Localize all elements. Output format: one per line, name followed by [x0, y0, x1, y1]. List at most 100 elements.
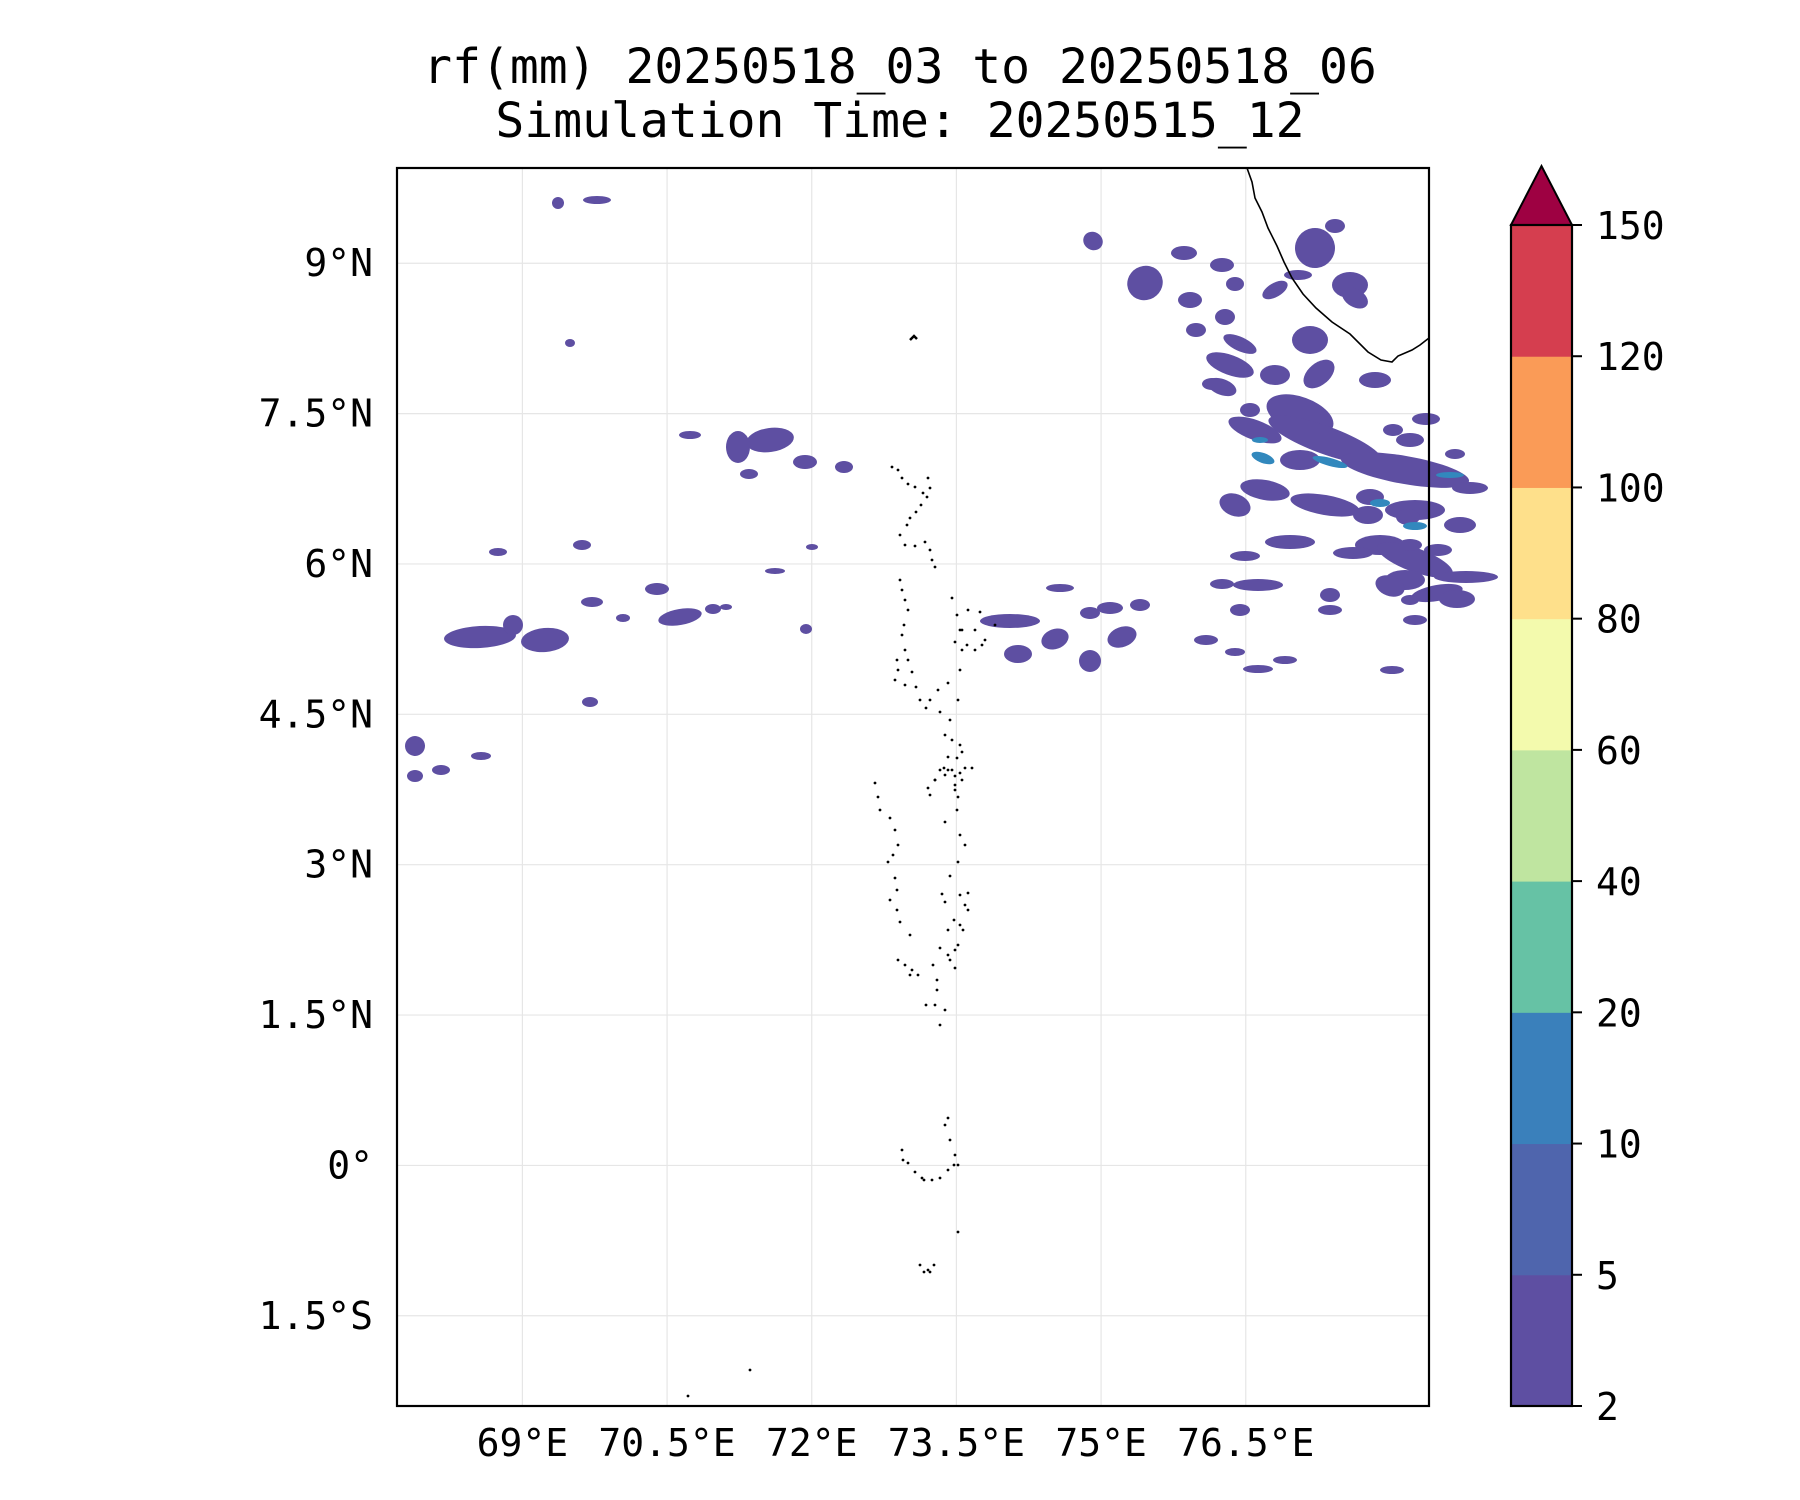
rain-patch — [1320, 588, 1340, 602]
rain-patch — [1130, 599, 1150, 611]
atoll-dot — [958, 628, 962, 632]
atoll-dot — [901, 1158, 905, 1162]
atoll-dot — [898, 533, 902, 537]
rain-patch — [1230, 551, 1260, 561]
atoll-dot — [918, 698, 922, 702]
rain-patch — [1333, 547, 1373, 559]
atoll-dot — [956, 1163, 960, 1167]
atoll-dot — [973, 628, 977, 632]
atoll-dot — [938, 1176, 942, 1180]
rain-patch — [746, 427, 794, 453]
atoll-dot — [891, 853, 895, 857]
atoll-dot — [933, 1003, 937, 1007]
rain-patch — [432, 765, 450, 775]
rain-patch — [552, 197, 564, 209]
rain-patch — [1004, 645, 1032, 663]
atoll-dot — [946, 681, 950, 685]
atoll-dot — [935, 988, 939, 992]
atoll-dot — [922, 1270, 926, 1274]
lon-tick-label: 76.5°E — [1177, 1421, 1314, 1465]
atoll-dot — [946, 768, 950, 772]
rain-patch — [1412, 413, 1440, 425]
colorbar-segment — [1511, 225, 1572, 357]
colorbar-tick-label: 80 — [1596, 598, 1642, 642]
atoll-dot — [895, 908, 899, 912]
atoll-dot — [963, 766, 967, 770]
lon-tick-label: 72°E — [766, 1421, 858, 1465]
rain-patch — [583, 196, 611, 204]
atoll-dot — [910, 968, 914, 972]
coastline — [686, 167, 1430, 1398]
atoll-dot — [956, 860, 960, 864]
atoll-dot — [748, 1368, 752, 1372]
atoll-dot — [946, 928, 950, 932]
atoll-dot — [943, 820, 947, 824]
atoll-dot — [935, 978, 939, 982]
rain-patch — [1225, 648, 1245, 656]
longitude-axis: 69°E 70.5°E 72°E 73.5°E 75°E 76.5°E — [477, 1421, 1315, 1465]
atoll-dot — [966, 608, 970, 612]
atoll-dot — [950, 738, 954, 742]
atoll-dot — [943, 1123, 947, 1127]
atoll-dot — [919, 503, 923, 507]
rain-patch — [1396, 509, 1420, 525]
atoll-dot — [966, 891, 970, 895]
atoll-dot — [900, 633, 904, 637]
lon-tick-label: 75°E — [1055, 1421, 1147, 1465]
rain-patch — [1178, 292, 1202, 308]
rain-patch-heavy — [1403, 522, 1427, 530]
atoll-dot — [961, 928, 965, 932]
atoll-dot — [918, 1263, 922, 1267]
atoll-dot — [953, 788, 957, 792]
atoll-dot — [955, 756, 959, 760]
atoll-dot — [940, 892, 944, 896]
rain-patch — [1260, 365, 1290, 385]
rain-patch — [1210, 579, 1234, 589]
rain-patch — [679, 431, 701, 439]
atoll-dot — [952, 1163, 956, 1167]
rain-patch — [1325, 219, 1345, 233]
rain-patch-heavy — [1251, 451, 1275, 465]
rain-patch — [582, 697, 598, 707]
atoll-dot — [943, 773, 947, 777]
lat-tick-label: 3°N — [304, 843, 373, 887]
atoll-dot — [963, 843, 967, 847]
atoll-dot — [955, 808, 959, 812]
atoll-dot — [958, 668, 962, 672]
atoll-dot — [931, 963, 935, 967]
atoll-dot — [908, 933, 912, 937]
atoll-dot — [958, 893, 962, 897]
rain-patch-heavy — [1252, 437, 1268, 443]
atoll-dot — [943, 1008, 947, 1012]
colorbar-segment — [1511, 618, 1572, 751]
rain-patch — [489, 548, 507, 556]
atoll-dot — [886, 860, 890, 864]
rain-patch — [1295, 228, 1335, 269]
rain-patch — [1080, 607, 1100, 619]
rain-patch — [1097, 602, 1123, 614]
atoll-dot — [950, 596, 954, 600]
rain-patch — [521, 627, 569, 653]
rain-patch-heavy — [1312, 455, 1348, 469]
colorbar-tick-label: 150 — [1596, 204, 1665, 248]
atoll-dot — [963, 903, 967, 907]
rain-patch — [1219, 493, 1251, 517]
rain-patch — [1171, 246, 1197, 260]
atoll-dot — [953, 640, 957, 644]
atoll-dot — [960, 648, 964, 652]
rain-patch — [1268, 415, 1382, 465]
atoll-dot — [930, 558, 934, 562]
rain-patch — [1377, 542, 1453, 578]
atoll-dot — [956, 1230, 960, 1234]
atoll-dot — [900, 1148, 904, 1152]
atoll-dot — [938, 946, 942, 950]
atoll-dot — [953, 1153, 957, 1157]
colorbar-segment — [1511, 487, 1572, 620]
rain-patch — [1206, 352, 1254, 378]
atoll-dot — [946, 953, 950, 957]
atoll-dot — [933, 565, 937, 569]
colorbar-tick-label: 100 — [1596, 466, 1665, 510]
atoll-dot — [952, 918, 956, 922]
atoll-dot — [926, 476, 930, 480]
atoll-dot — [932, 1263, 936, 1267]
